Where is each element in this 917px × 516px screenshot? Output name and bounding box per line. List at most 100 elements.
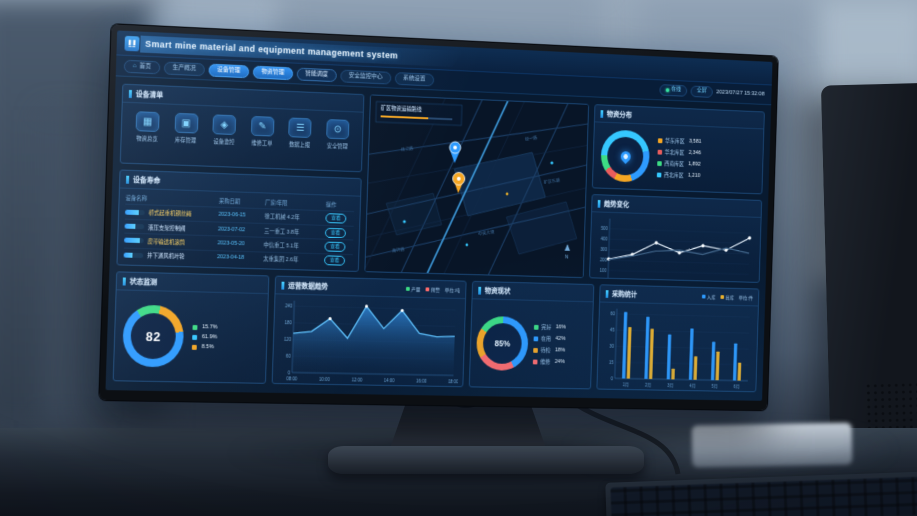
panel-status: 状态监测 82 15.7% 61.9% 8.5% <box>112 271 270 384</box>
tile-label: 维修工单 <box>251 140 273 148</box>
svg-text:08:00: 08:00 <box>286 376 297 381</box>
legend-item: 在用 42% <box>533 335 566 343</box>
svg-text:3月: 3月 <box>667 383 673 389</box>
svg-text:6月: 6月 <box>733 384 739 389</box>
panel-asset-status: 物资现状 85% 完好 16% 在用 42% 待检 18% 维修 24% <box>468 280 595 390</box>
nav-item[interactable]: 智能调度 <box>296 67 337 82</box>
lifespan-progress <box>123 252 144 258</box>
svg-text:300: 300 <box>600 247 607 252</box>
nav-item[interactable]: 物资管理 <box>252 65 293 80</box>
mine-map[interactable]: 纬三路 经一路 中央大道 矿区东路 南环路 <box>365 95 590 278</box>
compass-icon: N <box>564 243 571 261</box>
quick-tiles: ▦ 物资总览 ▣ 库存管理 ◈ 设备监控 ✎ 维修工单 ☰ 数据上报 ⊙ 安全管理 <box>121 103 363 155</box>
nav-home[interactable]: ⌂ 首页 <box>123 59 160 74</box>
panel-operation-trend: 运营数据趋势 产量 预警 单位:吨 0 60 120 180 240 08:00 10:00 12… <box>271 275 467 388</box>
legend-item: 入库 <box>701 293 716 300</box>
tile-icon: ▦ <box>135 111 160 133</box>
view-button[interactable]: 查看 <box>324 227 347 238</box>
nav-item[interactable]: 系统设置 <box>394 71 435 86</box>
assets-center-value: 85% <box>494 338 511 349</box>
street-label: 中央大道 <box>478 228 496 237</box>
svg-text:60: 60 <box>610 312 615 317</box>
svg-text:12:00: 12:00 <box>352 377 363 382</box>
location-pin-icon <box>618 148 633 164</box>
svg-text:200: 200 <box>600 257 607 262</box>
legend-item: 61.9% <box>192 334 217 340</box>
tile-label: 数据上报 <box>289 142 311 149</box>
nav-item[interactable]: 设备管理 <box>208 63 249 78</box>
tile-icon: ⊙ <box>326 119 350 140</box>
svg-text:2月: 2月 <box>645 383 651 389</box>
quick-tile[interactable]: ▦ 物资总览 <box>130 111 164 143</box>
legend-item: 15.7% <box>192 324 217 330</box>
svg-text:N: N <box>565 255 569 261</box>
legend-item: 产量 <box>405 285 421 293</box>
svg-text:4月: 4月 <box>689 383 695 389</box>
street-label: 矿区东路 <box>543 176 561 185</box>
quick-tile[interactable]: ✎ 维修工单 <box>246 115 280 148</box>
status-legend: 15.7% 61.9% 8.5% <box>191 324 217 350</box>
datetime: 2023/07/27 15:32:08 <box>716 89 765 98</box>
legend-item: 西南库区 1,892 <box>657 159 701 168</box>
tile-label: 库存管理 <box>174 137 197 145</box>
bg-column <box>40 110 95 420</box>
status-donut: 82 <box>121 304 185 368</box>
operation-legend: 产量 预警 单位:吨 <box>405 285 460 294</box>
lifespan-table: 设备名称 采购日期 厂家/年限 操作 桥式起重机钢丝绳 2023-06-15 徐工机械 4.… <box>117 188 360 270</box>
distribution-legend: 华东库区 3,581 华北库区 2,346 西南库区 1,892 西北库区 1,210 <box>656 136 702 180</box>
svg-text:14:00: 14:00 <box>384 378 395 383</box>
panel-material-distribution: 物资分布 华东库区 3,581 华北库区 2,346 西南库区 1,892 西北库区 1,21… <box>591 104 765 195</box>
svg-text:45: 45 <box>610 328 615 333</box>
online-dot-icon <box>665 88 670 93</box>
legend-item: 待检 18% <box>533 346 565 354</box>
tile-label: 安全管理 <box>326 143 348 151</box>
monitor: Smart mine material and equipment manage… <box>99 24 778 411</box>
legend-item: 8.5% <box>191 344 217 350</box>
svg-text:180: 180 <box>285 320 293 325</box>
fullscreen-pill[interactable]: 全屏 <box>690 85 713 98</box>
legend-item: 完好 16% <box>533 323 566 331</box>
view-button[interactable]: 查看 <box>325 213 347 224</box>
title-bar: Smart mine material and equipment manage… <box>116 30 773 86</box>
dashboard-screen: Smart mine material and equipment manage… <box>105 30 773 401</box>
svg-text:500: 500 <box>601 226 608 231</box>
tile-icon: ◈ <box>212 114 237 136</box>
panel-equipment-lifespan: 设备寿命 设备名称 采购日期 厂家/年限 操作 桥式起重机钢丝绳 2023-06-15 徐工… <box>116 169 362 272</box>
status-pill[interactable]: 在线 <box>659 84 688 97</box>
legend-item: 出库 <box>720 294 734 301</box>
legend-item: 华北库区 2,346 <box>657 148 702 157</box>
quick-tile[interactable]: ☰ 数据上报 <box>283 117 316 149</box>
tile-icon: ✎ <box>250 115 275 137</box>
quick-tile[interactable]: ▣ 库存管理 <box>169 112 203 145</box>
svg-text:10:00: 10:00 <box>319 377 330 382</box>
nav-item[interactable]: 生产概况 <box>163 61 205 76</box>
tile-label: 设备监控 <box>213 139 235 146</box>
svg-text:18:00: 18:00 <box>448 379 459 384</box>
legend-item: 单位:吨 <box>444 287 460 294</box>
svg-text:15: 15 <box>609 360 614 365</box>
quick-tile[interactable]: ◈ 设备监控 <box>207 114 241 146</box>
view-button[interactable]: 查看 <box>324 241 346 252</box>
tile-icon: ▣ <box>174 112 199 134</box>
panel-purchase-stats: 采购统计 入库 出库 单位:件 0 15 30 45 60 1月 2月 3月 4月 5月 6月 <box>596 284 760 393</box>
quick-tile[interactable]: ⊙ 安全管理 <box>321 119 354 151</box>
legend-item: 单位:件 <box>738 295 754 302</box>
svg-text:30: 30 <box>609 344 614 349</box>
operation-area-chart: 0 60 120 180 240 08:00 10:00 12:00 14:00 16:00 18:… <box>273 294 466 386</box>
svg-text:60: 60 <box>286 353 291 358</box>
panel-map: 纬三路 经一路 中央大道 矿区东路 南环路 <box>364 94 590 279</box>
pc-tower <box>820 82 917 478</box>
svg-text:16:00: 16:00 <box>416 379 427 384</box>
status-center-value: 82 <box>145 328 162 344</box>
distribution-donut <box>600 129 651 183</box>
svg-text:1月: 1月 <box>623 382 629 388</box>
lifespan-progress <box>124 223 145 230</box>
nav-item[interactable]: 安全监控中心 <box>339 69 392 85</box>
legend-item: 西北库区 1,210 <box>656 171 701 180</box>
view-button[interactable]: 查看 <box>323 255 346 267</box>
monitor-bezel: Smart mine material and equipment manage… <box>99 24 778 411</box>
dashboard-main: 设备清单 ▦ 物资总览 ▣ 库存管理 ◈ 设备监控 ✎ 维修工单 ☰ 数据上报 ⊙ 安全管理 设备寿命… <box>106 76 772 399</box>
map-overlay-title: 矿区物资运输路线 <box>381 104 423 114</box>
lifespan-progress <box>124 237 144 244</box>
